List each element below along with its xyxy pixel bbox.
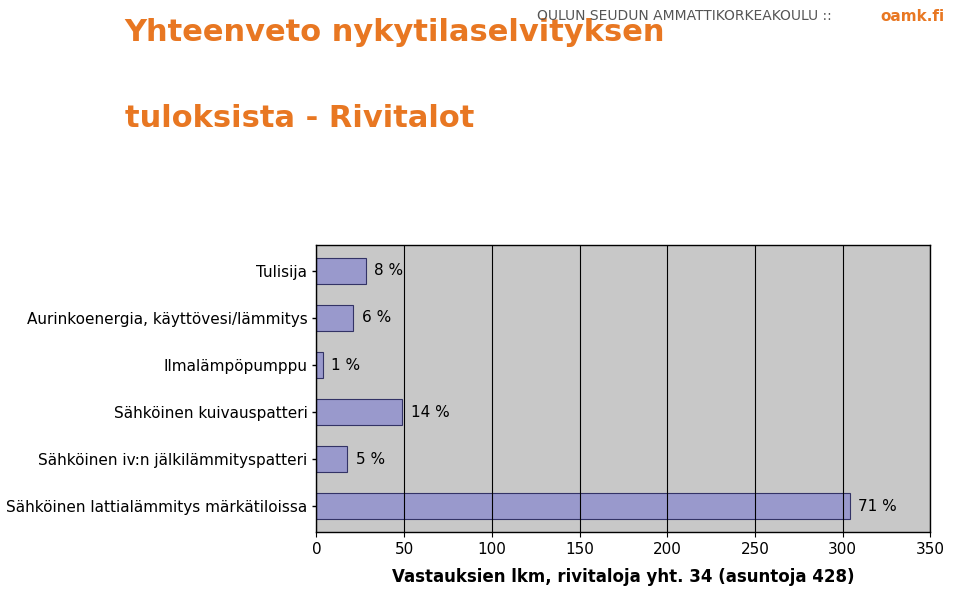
Bar — [316, 258, 365, 284]
Text: Yhteenveto nykytilaselvityksen: Yhteenveto nykytilaselvityksen — [125, 18, 666, 47]
Text: 1 %: 1 % — [332, 357, 361, 373]
Text: 71 %: 71 % — [858, 499, 897, 514]
Text: tuloksista - Rivitalot: tuloksista - Rivitalot — [125, 104, 474, 133]
Bar — [316, 446, 347, 472]
X-axis label: Vastauksien lkm, rivitaloja yht. 34 (asuntoja 428): Vastauksien lkm, rivitaloja yht. 34 (asu… — [392, 569, 854, 586]
Text: 14 %: 14 % — [411, 405, 450, 420]
Text: OULUN SEUDUN AMMATTIKORKEAKOULU ::: OULUN SEUDUN AMMATTIKORKEAKOULU :: — [537, 9, 836, 23]
Bar — [316, 305, 353, 331]
Text: 8 %: 8 % — [374, 263, 404, 278]
Bar — [316, 399, 403, 425]
Bar — [316, 352, 322, 378]
Text: oamk.fi: oamk.fi — [880, 9, 945, 24]
Text: 5 %: 5 % — [356, 452, 386, 467]
Text: 6 %: 6 % — [363, 310, 391, 326]
Bar — [316, 493, 850, 520]
